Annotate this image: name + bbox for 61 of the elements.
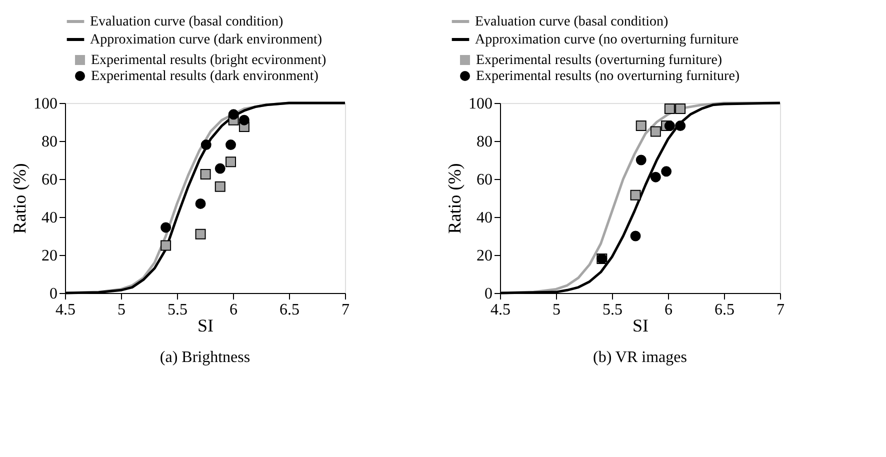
point — [650, 172, 661, 182]
y-tick-label: 100 — [468, 96, 492, 112]
y-tick-label: 20 — [42, 248, 58, 264]
point — [664, 103, 675, 114]
point — [664, 120, 675, 132]
y-tick-label: 60 — [42, 172, 58, 188]
legend-label: Evaluation curve (basal condition) — [90, 14, 284, 30]
text: (b) VR images — [593, 349, 687, 366]
point — [675, 103, 686, 114]
legend-label: Experimental results (no overturning furniture) — [476, 69, 740, 84]
y-tick-label: 100 — [34, 96, 58, 112]
point — [214, 163, 226, 174]
y-tick-label: 0 — [484, 286, 492, 302]
y-axis-title: Ratio (%) — [444, 163, 464, 234]
y-tick-label: 80 — [42, 134, 58, 150]
point — [200, 169, 211, 180]
point — [226, 156, 236, 168]
point — [636, 120, 646, 132]
legend-label: Approximation curve (dark environment) — [90, 32, 322, 48]
x-tick-label: 5 — [118, 302, 126, 318]
point — [675, 120, 686, 132]
y-tick-label: 40 — [476, 210, 492, 226]
point — [661, 166, 672, 177]
x-axis-title: SI — [197, 316, 214, 336]
y-axis-title: Ratio (%) — [10, 163, 30, 234]
y-tick-label: 60 — [476, 172, 492, 188]
point — [160, 240, 172, 251]
x-tick-label: 6.5 — [714, 302, 734, 318]
x-tick-label: 5 — [552, 302, 560, 318]
point — [214, 181, 226, 192]
y-tick-label: 80 — [476, 134, 492, 150]
point — [630, 190, 641, 200]
x-tick-label: 7 — [776, 302, 784, 318]
y-tick-label: 20 — [476, 248, 492, 264]
point — [200, 140, 212, 150]
point — [195, 198, 206, 209]
x-tick-label: 6.5 — [280, 302, 300, 318]
point — [636, 154, 646, 166]
point — [650, 126, 661, 137]
point — [238, 114, 250, 126]
point — [228, 109, 239, 120]
text: (a) Brightness — [160, 349, 250, 366]
x-tick-label: 4.5 — [490, 302, 510, 318]
x-tick-label: 6 — [664, 302, 672, 318]
x-tick-label: 5.5 — [602, 302, 622, 318]
legend-label: Approximation curve (no overturning furniture — [475, 32, 739, 48]
x-axis-title: SI — [632, 316, 649, 336]
x-tick-label: 7 — [342, 302, 350, 318]
point — [160, 222, 172, 233]
x-tick-label: 6 — [230, 302, 238, 318]
legend-label: Experimental results (overturning furniture) — [476, 53, 722, 68]
y-tick-label: 40 — [42, 210, 58, 226]
x-tick-label: 5.5 — [168, 302, 188, 318]
x-tick-label: 4.5 — [56, 302, 76, 318]
point — [195, 228, 206, 240]
legend-label: Experimental results (bright ecvironment) — [91, 53, 327, 68]
y-tick-label: 0 — [50, 286, 58, 302]
legend-label: Experimental results (dark environment) — [91, 69, 319, 84]
point — [226, 140, 236, 150]
legend-label: Evaluation curve (basal condition) — [475, 14, 669, 30]
point — [630, 230, 641, 242]
